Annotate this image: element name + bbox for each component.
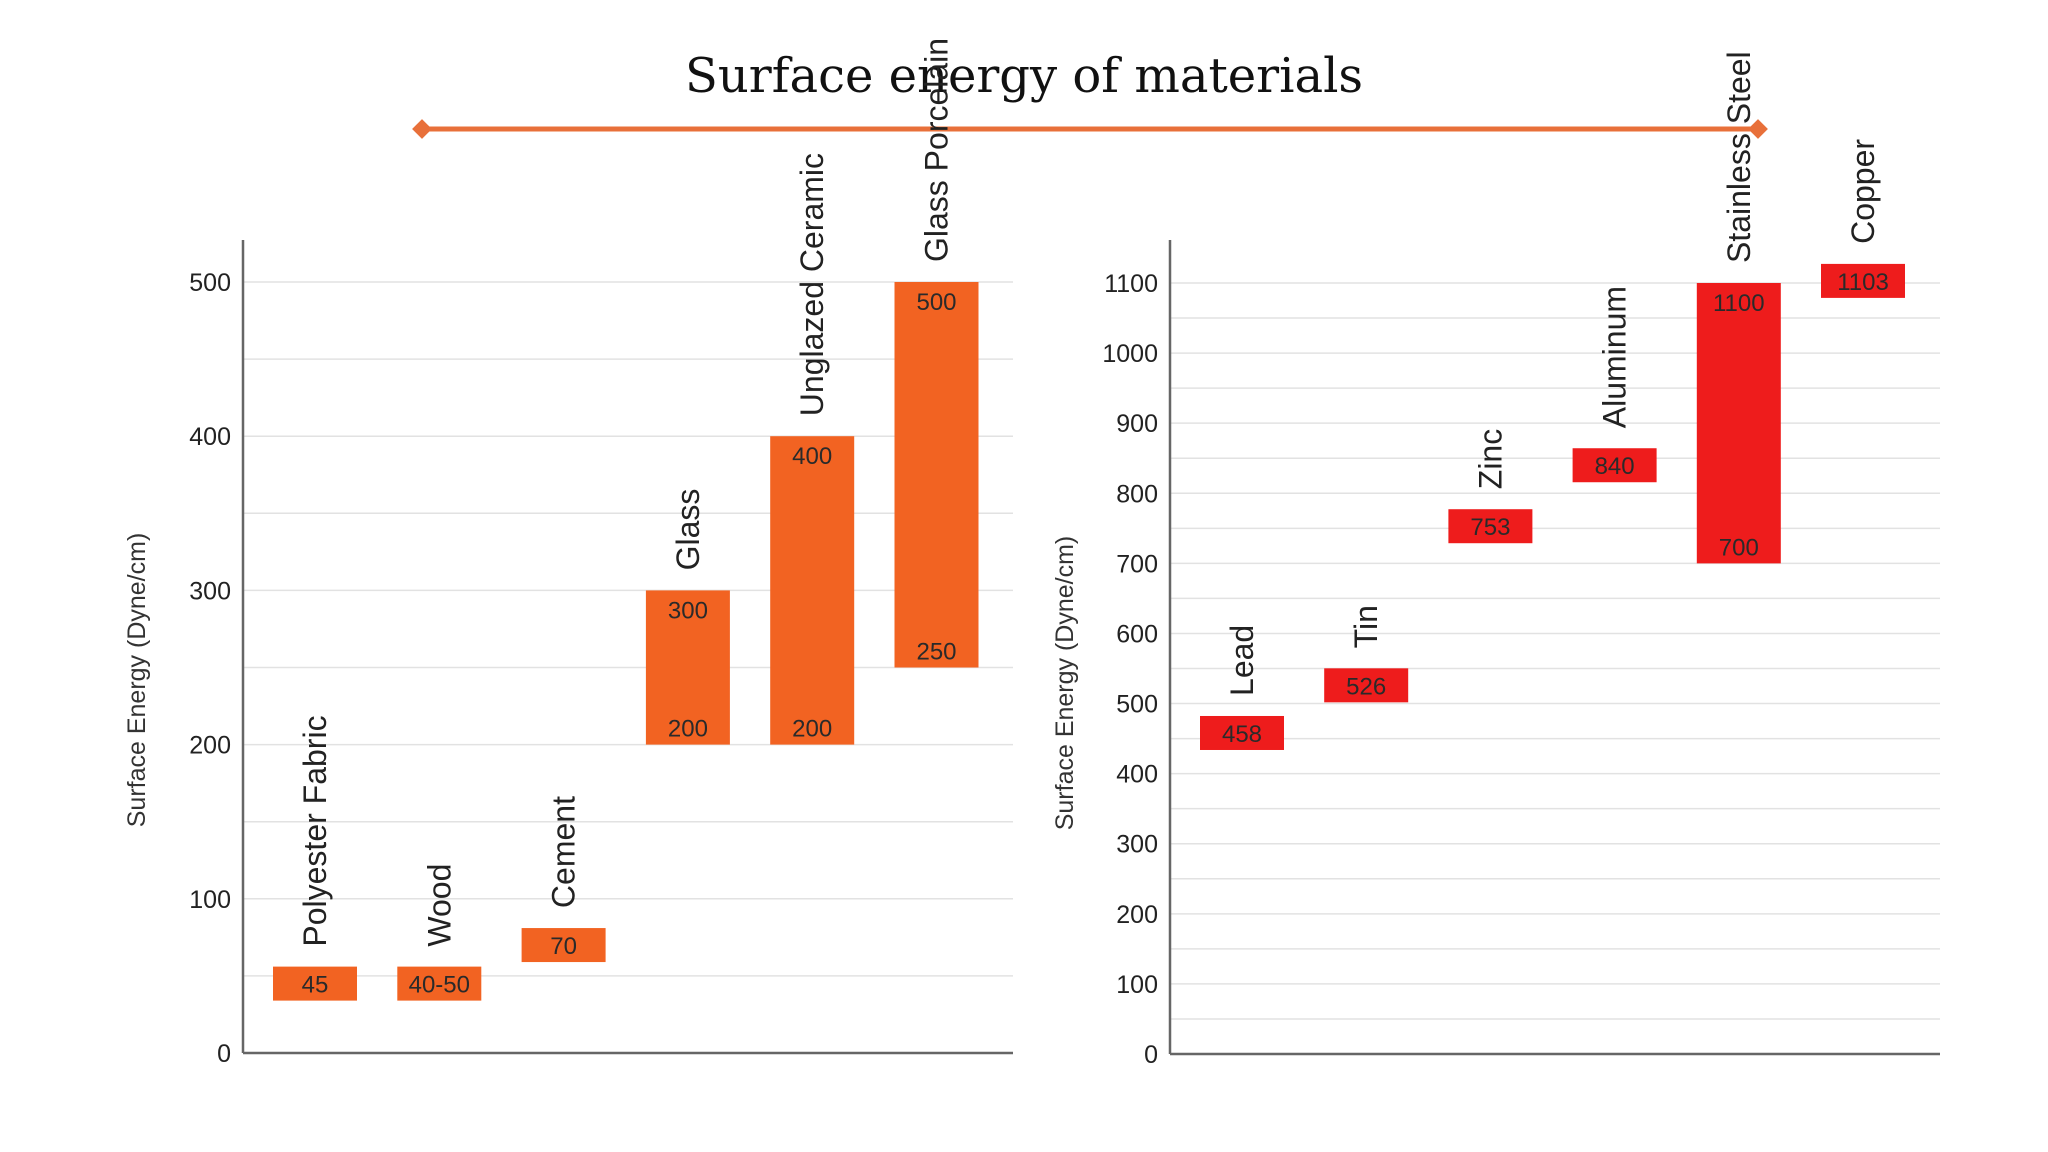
y-tick-label: 300 <box>189 577 231 605</box>
data-label-low: 700 <box>1719 534 1759 561</box>
category-label: Glass Porcelain <box>919 38 955 262</box>
y-tick-label: 1000 <box>1102 340 1158 368</box>
data-label-low: 250 <box>916 639 956 666</box>
data-label-high: 300 <box>668 597 708 624</box>
y-tick-label: 500 <box>189 269 231 297</box>
y-axis-label: Surface Energy (Dyne/cm) <box>123 533 151 828</box>
y-tick-label: 800 <box>1116 480 1158 508</box>
y-tick-label: 400 <box>189 423 231 451</box>
materials-chart: 0 100 200 300 400 500 Surface Energy (Dyne/cm)… <box>123 38 1013 1068</box>
data-label: 458 <box>1222 721 1262 748</box>
bar-polyester-fabric <box>273 966 357 1001</box>
bar-aluminum <box>1572 448 1657 483</box>
category-label: Stainless Steel <box>1721 51 1757 263</box>
data-label: 753 <box>1470 514 1510 541</box>
y-tick-label: 400 <box>1116 761 1158 789</box>
data-label-high: 1100 <box>1713 290 1765 317</box>
data-label: 840 <box>1595 453 1635 480</box>
bar-wood <box>397 966 482 1001</box>
bar-tin <box>1324 668 1409 703</box>
bar-copper <box>1821 263 1905 298</box>
category-label: Lead <box>1224 625 1260 696</box>
bar-unglazed-ceramic <box>770 436 855 745</box>
title-divider-right-diamond <box>1748 119 1768 139</box>
category-label: Zinc <box>1472 429 1508 489</box>
category-label: Tin <box>1348 605 1384 648</box>
category-label: Cement <box>546 796 582 908</box>
bar-lead <box>1200 715 1284 750</box>
data-label: 70 <box>550 933 577 960</box>
y-tick-label: 700 <box>1116 550 1158 578</box>
y-tick-label: 0 <box>1144 1041 1158 1069</box>
y-tick-label: 900 <box>1116 410 1158 438</box>
category-label: Glass <box>670 489 706 571</box>
bar-zinc <box>1448 509 1533 544</box>
page-title: Surface energy of materials <box>684 48 1364 104</box>
data-label-low: 200 <box>792 716 832 743</box>
data-label: 45 <box>302 972 329 999</box>
category-label: Wood <box>421 864 457 947</box>
data-label: 40-50 <box>409 972 470 999</box>
bar-glass-porcelain <box>894 282 979 668</box>
data-label-low: 200 <box>668 716 708 743</box>
data-label-high: 400 <box>792 443 832 470</box>
y-tick-label: 600 <box>1116 620 1158 648</box>
category-label: Polyester Fabric <box>297 715 333 946</box>
title-divider <box>412 119 1768 139</box>
data-label-high: 500 <box>916 289 956 316</box>
category-label: Copper <box>1845 139 1881 244</box>
title-divider-left-diamond <box>412 119 432 139</box>
bar-cement <box>521 928 606 963</box>
data-label: 1103 <box>1837 269 1889 296</box>
bar-stainless-steel <box>1696 283 1781 564</box>
y-tick-label: 200 <box>1116 901 1158 929</box>
category-label: Aluminum <box>1597 286 1633 428</box>
y-tick-label: 100 <box>189 886 231 914</box>
y-tick-label: 500 <box>1116 691 1158 719</box>
y-tick-label: 0 <box>217 1040 231 1068</box>
data-label: 526 <box>1346 673 1386 700</box>
bar-glass <box>645 590 730 745</box>
metals-chart: 0 100 200 300 400 500 600 700 800 900 1000 1100 Surf… <box>1051 51 1940 1069</box>
y-axis-label: Surface Energy (Dyne/cm) <box>1051 536 1079 831</box>
y-tick-label: 100 <box>1116 971 1158 999</box>
y-tick-label: 200 <box>189 732 231 760</box>
y-tick-label: 1100 <box>1104 270 1158 298</box>
category-label: Unglazed Ceramic <box>794 153 830 416</box>
y-tick-label: 300 <box>1116 831 1158 859</box>
